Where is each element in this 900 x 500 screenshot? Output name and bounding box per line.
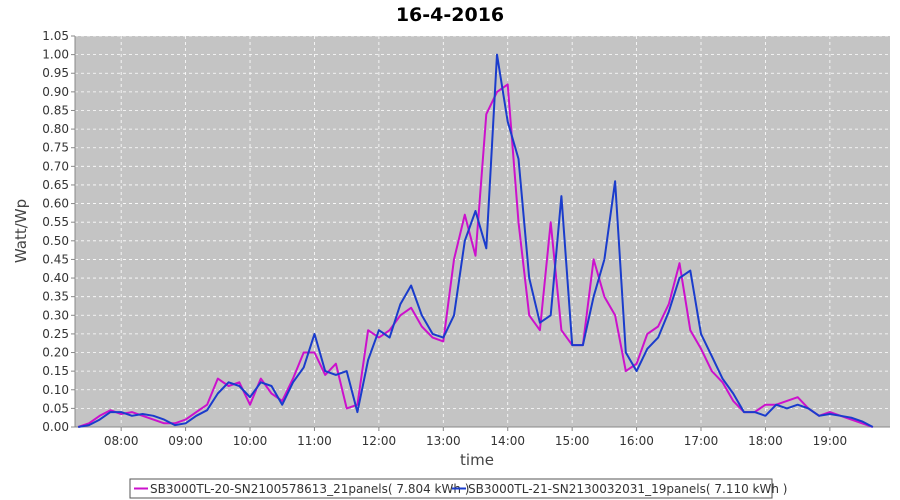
x-tick-label: 17:00 <box>684 434 719 448</box>
x-tick-label: 08:00 <box>104 434 139 448</box>
x-tick-label: 18:00 <box>748 434 783 448</box>
chart-title: 16-4-2016 <box>396 4 504 26</box>
x-tick-label: 10:00 <box>233 434 268 448</box>
y-tick-label: 0.05 <box>42 401 69 415</box>
legend-label: SB3000TL-20-SN2100578613_21panels( 7.804… <box>150 482 469 496</box>
y-tick-label: 0.60 <box>42 197 69 211</box>
x-tick-label: 13:00 <box>426 434 461 448</box>
y-tick-label: 0.00 <box>42 420 69 434</box>
x-tick-label: 14:00 <box>490 434 525 448</box>
series-line <box>77 83 874 428</box>
x-tick-label: 16:00 <box>619 434 654 448</box>
y-tick-label: 0.50 <box>42 234 69 248</box>
y-tick-label: 0.40 <box>42 271 69 285</box>
y-tick-label: 0.30 <box>42 308 69 322</box>
y-tick-label: 0.90 <box>42 85 69 99</box>
y-tick-label: 0.75 <box>42 141 69 155</box>
legend-label: SB3000TL-21-SN2130032031_19panels( 7.110… <box>468 482 787 496</box>
plot-area <box>75 36 890 427</box>
x-tick-label: 15:00 <box>555 434 590 448</box>
y-tick-label: 0.10 <box>42 383 69 397</box>
y-tick-label: 1.00 <box>42 48 69 62</box>
y-tick-label: 0.55 <box>42 215 69 229</box>
y-tick-label: 0.20 <box>42 346 69 360</box>
legend-box <box>129 478 773 499</box>
y-tick-label: 0.35 <box>42 290 69 304</box>
x-tick-label: 11:00 <box>297 434 332 448</box>
y-tick-label: 0.85 <box>42 103 69 117</box>
y-tick-label: 0.65 <box>42 178 69 192</box>
x-tick-label: 19:00 <box>813 434 848 448</box>
y-tick-label: 0.80 <box>42 122 69 136</box>
x-tick-label: 12:00 <box>362 434 397 448</box>
y-tick-label: 1.05 <box>42 29 69 43</box>
y-tick-label: 0.15 <box>42 364 69 378</box>
y-axis-label: Watt/Wp <box>12 199 30 263</box>
y-tick-label: 0.70 <box>42 159 69 173</box>
x-tick-label: 09:00 <box>168 434 203 448</box>
y-tick-label: 0.95 <box>42 66 69 80</box>
x-axis-label: time <box>460 451 494 469</box>
y-tick-label: 0.25 <box>42 327 69 341</box>
series-line <box>78 53 874 428</box>
y-tick-label: 0.45 <box>42 252 69 266</box>
